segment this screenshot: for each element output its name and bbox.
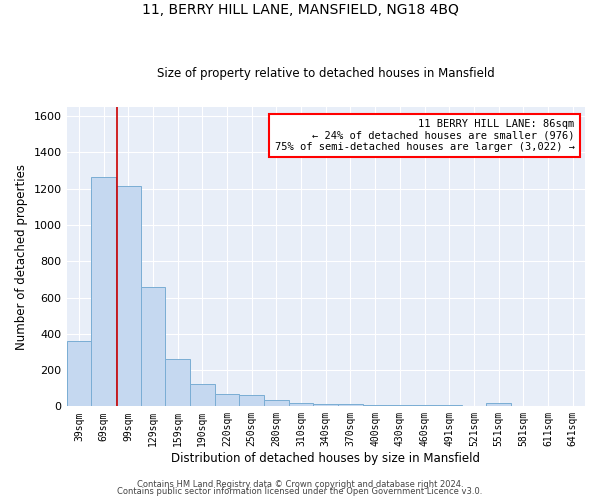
Bar — [165, 359, 190, 406]
Bar — [363, 404, 388, 406]
Bar — [91, 177, 116, 406]
Bar — [388, 404, 412, 406]
X-axis label: Distribution of detached houses by size in Mansfield: Distribution of detached houses by size … — [171, 452, 480, 465]
Bar — [264, 400, 289, 406]
Text: 11, BERRY HILL LANE, MANSFIELD, NG18 4BQ: 11, BERRY HILL LANE, MANSFIELD, NG18 4BQ — [142, 2, 458, 16]
Title: Size of property relative to detached houses in Mansfield: Size of property relative to detached ho… — [157, 66, 494, 80]
Bar — [215, 394, 239, 406]
Bar — [289, 402, 313, 406]
Bar — [190, 384, 215, 406]
Y-axis label: Number of detached properties: Number of detached properties — [15, 164, 28, 350]
Text: Contains HM Land Registry data © Crown copyright and database right 2024.: Contains HM Land Registry data © Crown c… — [137, 480, 463, 489]
Bar — [116, 186, 140, 406]
Bar — [338, 404, 363, 406]
Bar — [67, 341, 91, 406]
Text: 11 BERRY HILL LANE: 86sqm
← 24% of detached houses are smaller (976)
75% of semi: 11 BERRY HILL LANE: 86sqm ← 24% of detac… — [275, 119, 575, 152]
Bar — [437, 404, 461, 406]
Bar — [313, 404, 338, 406]
Bar — [140, 286, 165, 406]
Bar — [412, 404, 437, 406]
Bar — [239, 394, 264, 406]
Bar — [486, 402, 511, 406]
Text: Contains public sector information licensed under the Open Government Licence v3: Contains public sector information licen… — [118, 487, 482, 496]
